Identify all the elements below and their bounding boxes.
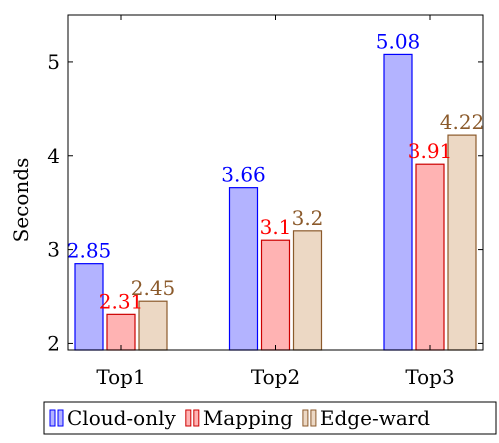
y-axis-title: Seconds xyxy=(9,158,33,243)
data-label-mapping-top3: 3.91 xyxy=(408,139,453,163)
axes-layer: 2 3 4 5 Top1 Top2 Top3 xyxy=(47,14,484,389)
data-label-mapping-top1: 2.31 xyxy=(99,289,144,313)
y-tick-label: 3 xyxy=(47,238,60,262)
x-tick-label-top1: Top1 xyxy=(96,365,145,389)
data-labels-layer: 2.85 3.66 5.08 2.31 3.1 3.91 2.45 3.2 4.22 xyxy=(67,29,485,313)
x-tick-label-top3: Top3 xyxy=(405,365,454,389)
data-label-cloud-only-top3: 5.08 xyxy=(376,29,421,53)
y-tick-label: 4 xyxy=(47,144,60,168)
legend-swatch-mapping xyxy=(185,409,200,427)
legend-frame xyxy=(43,401,497,435)
legend-label-cloud-only: Cloud-only xyxy=(67,406,177,430)
data-label-edge-ward-top2: 3.2 xyxy=(292,206,324,230)
y-tick-label: 2 xyxy=(47,331,60,355)
bar-mapping-top2 xyxy=(260,239,291,351)
legend-swatch-cloud-only xyxy=(49,409,64,427)
legend: Cloud-only Mapping Edge-ward xyxy=(43,401,497,435)
bar-cloud-only-top1 xyxy=(74,263,104,351)
bar-cloud-only-top2 xyxy=(228,187,259,351)
bar-cloud-only-top3 xyxy=(383,53,413,351)
data-label-edge-ward-top3: 4.22 xyxy=(440,110,485,134)
data-label-mapping-top2: 3.1 xyxy=(260,215,292,239)
data-label-edge-ward-top1: 2.45 xyxy=(131,276,176,300)
bars-layer xyxy=(74,53,477,351)
data-label-cloud-only-top1: 2.85 xyxy=(67,239,112,263)
bar-edge-ward-top2 xyxy=(292,230,323,351)
bar-edge-ward-top3 xyxy=(447,134,477,351)
legend-swatch-edge-ward xyxy=(302,409,317,427)
legend-label-mapping: Mapping xyxy=(203,406,293,430)
bar-mapping-top3 xyxy=(415,163,445,351)
data-label-cloud-only-top2: 3.66 xyxy=(221,163,266,187)
bar-mapping-top1 xyxy=(106,313,136,351)
y-tick-label: 5 xyxy=(47,50,60,74)
legend-label-edge-ward: Edge-ward xyxy=(320,406,430,430)
x-tick-label-top2: Top2 xyxy=(251,365,300,389)
